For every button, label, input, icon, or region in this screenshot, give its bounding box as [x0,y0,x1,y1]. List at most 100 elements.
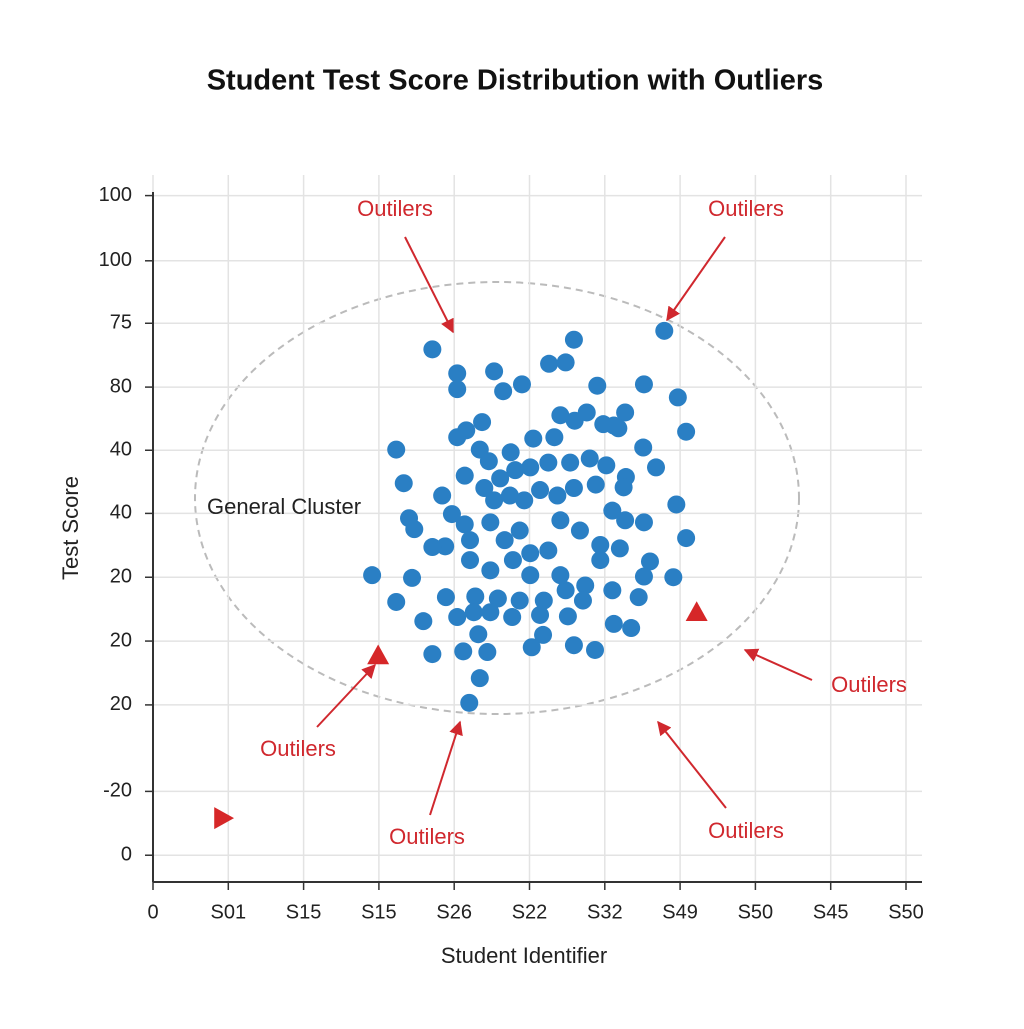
data-point [539,541,558,560]
chart-title: Student Test Score Distribution with Out… [207,65,824,97]
data-point [564,330,583,349]
annotation: General Cluster [207,494,361,519]
data-point [448,380,467,399]
y-tick-label: 100 [99,249,132,271]
data-point [614,478,633,497]
data-point [485,491,504,510]
data-point [495,531,514,550]
data-point [622,619,641,638]
y-tick-label: 20 [110,629,132,651]
data-point [545,428,564,447]
data-point [591,535,610,554]
data-point [640,552,659,571]
data-point [414,612,433,631]
outlier-marker [214,807,235,830]
x-tick-label: S01 [211,901,247,923]
y-tick-label: 40 [110,502,132,524]
annotation: Outilers [831,672,907,697]
data-point [494,382,513,401]
data-point [540,354,559,373]
data-point [512,375,531,394]
data-point [610,539,629,558]
data-point [591,551,610,570]
data-point [534,625,553,644]
data-point [363,566,382,585]
annotation: Outilers [389,824,465,849]
data-point [603,581,622,600]
data-point [510,521,529,540]
y-tick-label: -20 [103,780,132,802]
annotation-arrow [666,236,726,322]
data-point [521,544,540,563]
data-point [455,515,474,534]
data-point [521,566,540,585]
annotation-arrow [743,648,813,681]
data-point [655,321,674,340]
annotation: Outilers [708,818,784,843]
y-tick-label: 20 [110,566,132,588]
data-point [570,521,589,540]
annotation-arrow [404,236,454,334]
data-point [473,413,492,432]
data-point [647,458,666,477]
data-point [573,591,592,610]
outlier-marker [685,601,708,622]
data-point [634,513,653,532]
data-point [454,642,473,661]
x-tick-label: S45 [813,901,849,923]
data-point [534,591,553,610]
data-point [461,551,480,570]
data-point [455,466,474,485]
y-tick-label: 80 [110,375,132,397]
data-point [460,693,479,712]
y-tick-label: 40 [110,439,132,461]
data-point [548,486,567,505]
y-tick-label: 75 [110,312,132,334]
data-point [501,443,520,462]
x-tick-label: S22 [512,901,548,923]
data-point [551,406,570,425]
data-point [506,461,525,480]
x-tick-label: S32 [587,901,623,923]
data-point [558,607,577,626]
data-point [556,581,575,600]
data-point [580,449,599,468]
data-point [604,614,623,633]
y-tick-label: 100 [99,184,132,206]
data-point [481,561,500,580]
data-point [387,592,406,611]
data-point [479,452,498,471]
data-point [457,421,476,440]
data-point [677,529,696,548]
data-point [461,531,480,550]
data-point [433,486,452,505]
data-point [469,625,488,644]
x-tick-label: S50 [888,901,924,923]
data-point [634,567,653,586]
data-point [556,353,575,372]
data-point [634,375,653,394]
data-point [522,638,541,657]
data-point [423,645,442,664]
cluster-ellipse [194,281,800,715]
data-point [564,479,583,498]
data-point [561,453,580,472]
data-point [634,438,653,457]
data-point [423,538,442,557]
data-point [503,551,522,570]
data-point [510,591,529,610]
annotation-arrow [429,720,463,816]
data-point [539,453,558,472]
x-tick-label: S26 [436,901,472,923]
x-tick-label: 0 [147,901,158,923]
data-point [448,364,467,383]
data-point [442,505,461,524]
data-point [481,603,500,622]
grid [152,175,922,882]
data-point [616,403,635,422]
x-axis-title: Student Identifier [441,943,607,968]
data-point [485,362,504,381]
data-point [521,458,540,477]
data-point [500,486,519,505]
